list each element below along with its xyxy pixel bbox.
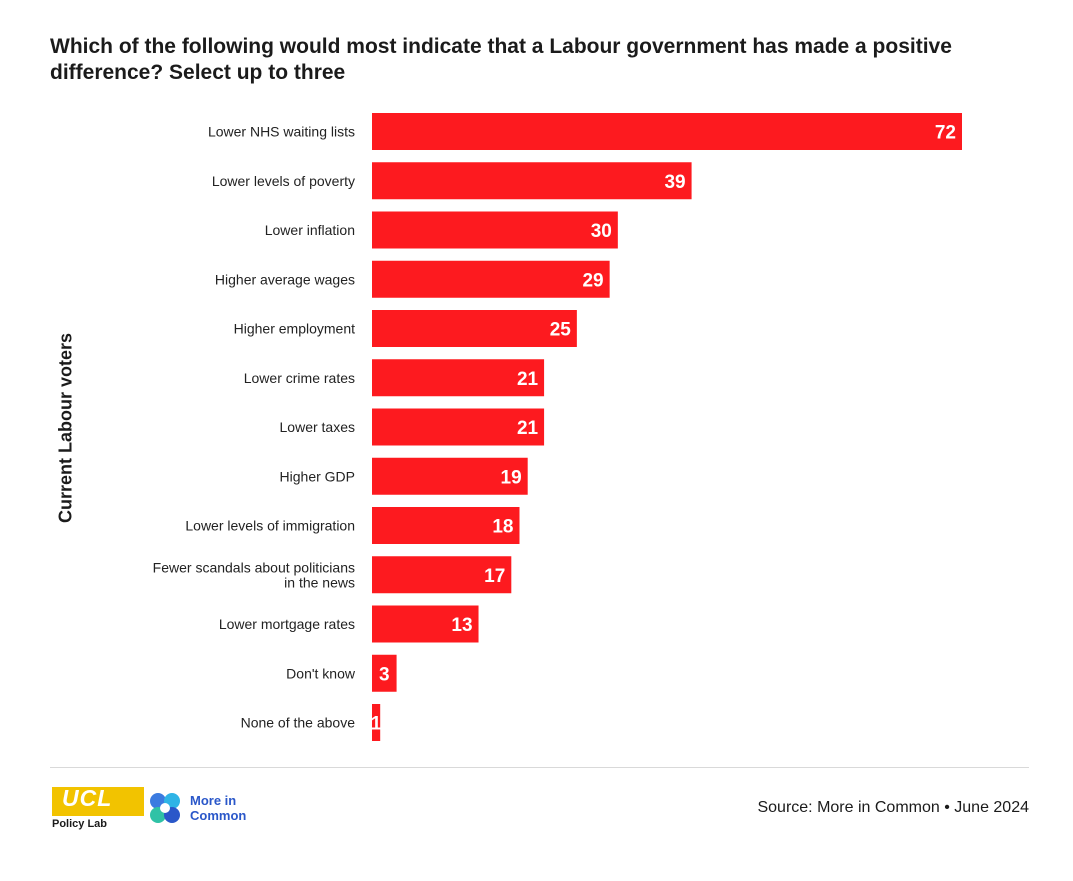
bar: [372, 211, 618, 249]
bar-group: Higher employment 25: [234, 310, 577, 347]
value-label: 1: [371, 714, 382, 735]
bar: [372, 408, 545, 446]
value-label: 18: [492, 517, 513, 538]
bar-group: Higher GDP 19: [280, 457, 528, 495]
value-label: 21: [517, 418, 539, 439]
value-label: 72: [935, 123, 956, 144]
bar-group: Lower crime rates 21: [244, 359, 545, 397]
category-label: Higher average wages: [215, 271, 355, 287]
category-label: Lower levels of immigration: [185, 518, 355, 534]
bar: [372, 556, 512, 594]
value-label: 19: [501, 467, 522, 488]
value-label: 29: [582, 270, 603, 291]
bar-group: Higher average wages 29: [215, 260, 610, 298]
value-label: 3: [379, 664, 390, 685]
bar-group: Lower levels of immigration 18: [185, 507, 520, 544]
value-label: 39: [664, 172, 685, 193]
category-label: Higher GDP: [280, 468, 355, 484]
footer-divider: [50, 767, 1029, 768]
chart-title: Which of the following would most indica…: [50, 35, 952, 84]
value-label: 25: [550, 320, 572, 341]
category-label: Lower crime rates: [244, 370, 355, 386]
more-in-common-logo-text: More in Common: [190, 793, 270, 823]
bar: [372, 605, 479, 643]
value-label: 21: [517, 369, 539, 390]
bar: [372, 704, 381, 741]
bar: [372, 507, 520, 544]
category-label: Lower mortgage rates: [219, 616, 355, 632]
ucl-logo-text: UCL: [62, 785, 113, 811]
bar-group: Lower inflation 30: [265, 211, 618, 249]
mic-line-1: More in: [190, 793, 237, 808]
bar-group: Don't know 3: [286, 654, 397, 692]
category-label: Higher employment: [234, 321, 355, 337]
mic-line-2: Common: [190, 808, 247, 823]
bar-group: Lower taxes 21: [280, 408, 545, 446]
bar: [372, 260, 610, 298]
category-label: Fewer scandals about politicians: [153, 559, 355, 575]
category-label: Lower NHS waiting lists: [208, 124, 355, 140]
category-label: Don't know: [286, 665, 356, 681]
bar: [372, 113, 962, 150]
category-label: Lower inflation: [265, 222, 355, 238]
ucl-logo: [52, 787, 144, 816]
category-label: Lower levels of poverty: [212, 173, 355, 189]
category-label: None of the above: [241, 715, 356, 731]
value-label: 17: [484, 566, 505, 587]
bar-group: Lower NHS waiting lists 72: [208, 113, 962, 150]
category-label: Lower taxes: [280, 419, 355, 435]
bar: [372, 654, 397, 692]
policy-lab-label: Policy Lab: [52, 818, 108, 830]
more-in-common-logo-icon: [150, 793, 180, 823]
value-label: 13: [451, 615, 472, 636]
bar-group: Lower levels of poverty 39: [212, 162, 692, 200]
value-label: 30: [591, 221, 612, 242]
category-label: in the news: [284, 574, 355, 590]
bar-group: None of the above 1: [241, 704, 382, 741]
bar: [372, 310, 577, 347]
bar: [372, 457, 528, 495]
bar-group: Lower mortgage rates 13: [219, 605, 479, 643]
source-note: Source: More in Common • June 2024: [757, 799, 1029, 816]
bar: [372, 162, 692, 200]
bar: [372, 359, 545, 397]
